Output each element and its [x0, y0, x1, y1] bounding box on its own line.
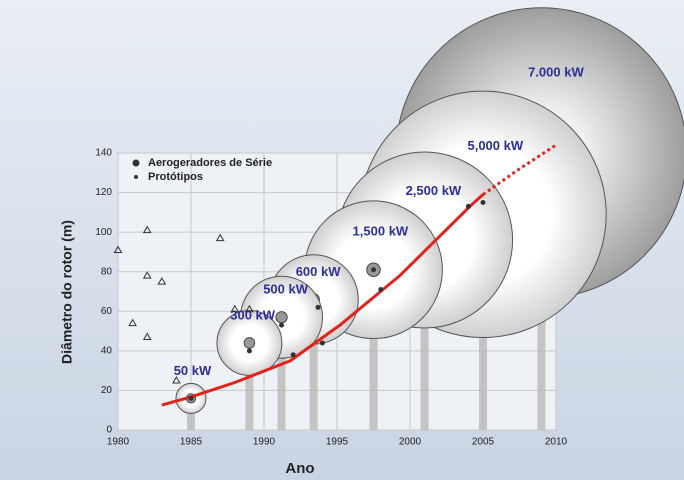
- y-tick-label: 40: [101, 345, 113, 356]
- y-tick-label: 120: [95, 187, 112, 198]
- bubble-label: 600 kW: [296, 264, 342, 279]
- bubble-label: 2,500 kW: [406, 183, 462, 198]
- series-point: [188, 395, 194, 401]
- bubble-label: 5,000 kW: [467, 138, 523, 153]
- tower: [277, 317, 286, 430]
- y-tick-label: 80: [101, 266, 113, 277]
- prototype-point: [128, 318, 137, 327]
- series-point: [246, 348, 252, 354]
- y-tick-label: 100: [95, 227, 112, 238]
- series-point: [465, 203, 471, 209]
- prototype-point: [157, 277, 167, 285]
- prototype-point: [245, 304, 254, 313]
- x-tick-label: 2010: [545, 437, 568, 448]
- series-point: [290, 352, 296, 358]
- legend-marker: [132, 159, 140, 167]
- prototype-point: [113, 245, 123, 253]
- y-tick-label: 20: [101, 385, 113, 396]
- tower: [309, 299, 318, 430]
- legend-label: Protótipos: [148, 171, 203, 183]
- x-tick-label: 2005: [472, 437, 495, 448]
- y-tick-label: 0: [106, 425, 112, 436]
- prototype-point: [142, 332, 152, 341]
- x-tick-label: 2000: [399, 437, 422, 448]
- legend-marker: [134, 175, 138, 179]
- series-point: [315, 304, 321, 310]
- prototype-point: [215, 233, 225, 242]
- prototype-point: [230, 304, 240, 313]
- hub: [243, 337, 256, 349]
- tower: [187, 398, 195, 430]
- trend-line: [482, 143, 557, 196]
- x-tick-label: 1995: [326, 437, 349, 448]
- bubble-label: 500 kW: [263, 282, 309, 297]
- bubble-label: 7.000 kW: [528, 65, 584, 80]
- trend-line: [161, 193, 485, 407]
- x-tick-label: 1980: [107, 437, 130, 448]
- tower: [369, 269, 378, 430]
- series-point: [378, 287, 384, 293]
- x-axis-title: Ano: [285, 460, 314, 477]
- x-tick-label: 1985: [180, 437, 203, 448]
- series-point: [279, 322, 285, 328]
- series-point: [480, 199, 486, 205]
- y-tick-label: 140: [95, 148, 112, 159]
- bubble-label: 1,500 kW: [353, 223, 409, 238]
- y-tick-label: 60: [101, 306, 113, 317]
- tower: [245, 342, 254, 430]
- hub: [275, 311, 288, 324]
- series-point: [319, 340, 325, 346]
- bubble-label: 50 kW: [174, 363, 212, 378]
- bubble-label: 300 kW: [230, 307, 276, 322]
- legend-label: Aerogeradores de Série: [148, 157, 272, 169]
- prototype-point: [142, 225, 152, 234]
- x-tick-label: 1990: [253, 437, 276, 448]
- prototype-point: [172, 376, 181, 384]
- tower: [420, 240, 429, 430]
- prototype-point: [142, 271, 152, 279]
- y-axis-title: Diâmetro do rotor (m): [59, 220, 75, 364]
- series-point: [371, 267, 376, 273]
